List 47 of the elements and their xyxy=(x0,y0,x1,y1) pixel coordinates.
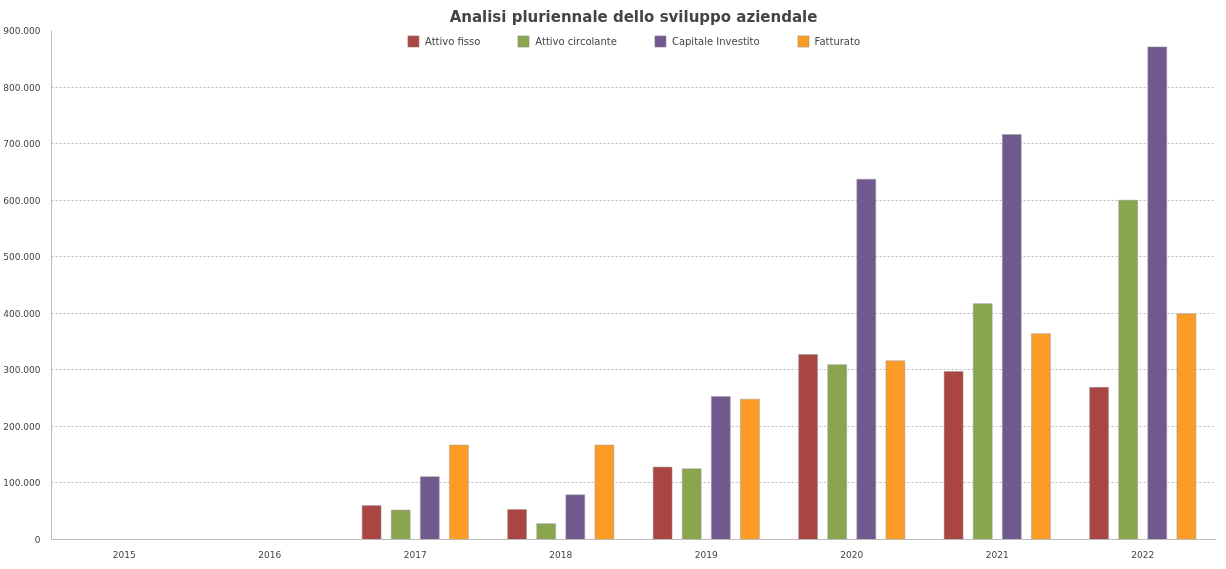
y-tick-label: 300.000 xyxy=(3,365,41,376)
bar xyxy=(1147,46,1168,540)
bar xyxy=(972,303,993,540)
x-tick-label: 2019 xyxy=(694,549,718,560)
legend-label: Attivo fisso xyxy=(424,35,481,47)
bar xyxy=(594,444,615,540)
x-tick-label: 2020 xyxy=(840,549,864,560)
bar xyxy=(1002,134,1022,540)
bar xyxy=(652,466,673,540)
bar xyxy=(885,360,906,540)
bar xyxy=(536,523,556,540)
bar xyxy=(798,354,818,540)
bar xyxy=(565,494,586,540)
y-tick-label: 0 xyxy=(34,535,41,545)
bar xyxy=(856,178,877,540)
bar xyxy=(449,444,469,540)
bar xyxy=(943,371,964,540)
bar xyxy=(420,476,440,540)
bar xyxy=(1089,387,1109,540)
y-tick-label: 800.000 xyxy=(3,82,41,93)
y-tick-label: 600.000 xyxy=(3,195,41,206)
legend-label: Fatturato xyxy=(814,35,861,47)
legend-label: Attivo circolante xyxy=(535,35,617,47)
bar xyxy=(1118,199,1138,540)
bar xyxy=(1031,333,1051,540)
x-tick-label: 2022 xyxy=(1131,549,1155,560)
y-tick-label: 400.000 xyxy=(3,308,41,319)
bar xyxy=(1176,313,1197,540)
y-tick-label: 200.000 xyxy=(3,421,41,432)
y-tick-label: 100.000 xyxy=(3,478,41,489)
x-tick-label: 2017 xyxy=(403,549,427,560)
x-tick-label: 2021 xyxy=(985,549,1009,560)
x-tick-label: 2018 xyxy=(549,549,573,560)
y-tick-label: 500.000 xyxy=(3,252,41,263)
legend-label: Capitale Investito xyxy=(671,35,760,47)
bar xyxy=(361,505,382,540)
chart-title: Analisi pluriennale dello sviluppo aziendale xyxy=(449,7,818,26)
y-tick-label: 700.000 xyxy=(3,139,41,150)
bar xyxy=(390,509,411,540)
bar xyxy=(507,509,527,540)
bar xyxy=(740,398,760,540)
x-tick-label: 2016 xyxy=(258,549,282,560)
bar xyxy=(827,364,847,540)
bar xyxy=(681,468,702,540)
x-tick-label: 2015 xyxy=(112,549,136,560)
bar xyxy=(711,396,731,540)
y-tick-label: 900.000 xyxy=(3,26,41,36)
